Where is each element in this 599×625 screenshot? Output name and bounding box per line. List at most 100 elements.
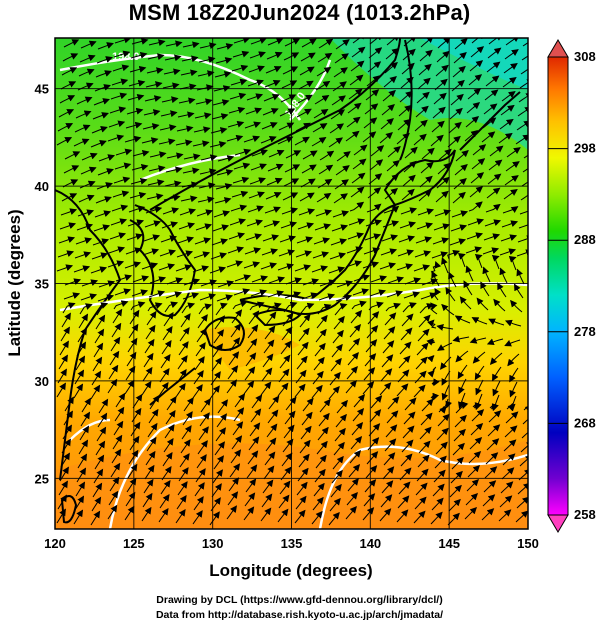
streamline [351, 172, 366, 184]
streamline [141, 137, 159, 144]
streamline [413, 133, 427, 146]
streamline [243, 135, 261, 143]
colorbar-max-arrow [547, 39, 569, 58]
streamline [484, 466, 498, 479]
streamline [108, 246, 126, 254]
streamline [158, 507, 169, 523]
streamline [56, 137, 73, 146]
streamline [195, 223, 213, 231]
streamline [129, 191, 147, 199]
streamline [127, 337, 138, 353]
streamline [147, 53, 165, 61]
streamline [367, 437, 380, 451]
streamline [63, 39, 80, 48]
streamline [447, 249, 461, 260]
streamline [214, 197, 232, 204]
streamline [160, 353, 171, 369]
streamline [398, 104, 412, 117]
credit-line-2: Data from http://database.rish.kyoto-u.a… [155, 609, 444, 621]
streamline [62, 424, 72, 440]
streamline [176, 250, 194, 258]
streamline [228, 351, 240, 366]
streamline [398, 355, 411, 369]
streamline [488, 410, 502, 423]
streamline [454, 38, 468, 50]
streamline [109, 232, 127, 240]
streamline [95, 314, 106, 330]
streamline [281, 80, 298, 89]
streamline [454, 163, 468, 176]
streamline [352, 158, 367, 170]
streamline [367, 311, 380, 325]
streamline [400, 453, 413, 467]
streamline [251, 149, 268, 157]
streamline [64, 278, 82, 286]
streamline [95, 196, 112, 204]
streamline [416, 222, 434, 230]
streamline [179, 208, 197, 216]
streamline [386, 290, 404, 298]
colorbar-tick-label: 258 [574, 507, 596, 522]
streamline [277, 136, 294, 145]
streamline [417, 328, 430, 342]
streamline [466, 478, 480, 492]
streamline [516, 268, 525, 285]
streamline [73, 509, 84, 525]
streamline [449, 484, 462, 498]
streamline [474, 254, 483, 269]
streamline [232, 176, 250, 184]
streamline [435, 441, 448, 455]
streamline [465, 265, 474, 282]
streamline [504, 425, 518, 438]
streamline [115, 392, 126, 408]
streamline [62, 302, 76, 314]
streamline [217, 280, 235, 288]
streamline [368, 47, 383, 59]
streamline [313, 108, 329, 119]
streamline [314, 342, 326, 357]
y-tick-label: 45 [35, 82, 49, 97]
streamline [427, 366, 437, 378]
streamline [301, 292, 319, 300]
streamline [489, 352, 503, 365]
streamline [145, 324, 156, 340]
streamline [435, 190, 449, 203]
streamline [94, 328, 105, 344]
streamline [180, 439, 191, 454]
streamline [251, 275, 269, 283]
streamline [110, 462, 121, 478]
streamline [142, 123, 160, 130]
streamline [348, 218, 366, 226]
streamline [504, 49, 519, 60]
streamline [282, 192, 299, 201]
streamline [110, 336, 121, 352]
streamline [396, 509, 409, 523]
streamline [364, 233, 382, 241]
streamline [108, 364, 119, 380]
streamline [161, 96, 179, 104]
streamline [91, 125, 108, 134]
streamline [262, 234, 280, 242]
streamline [336, 399, 348, 414]
streamline [492, 380, 501, 397]
streamline [146, 436, 157, 452]
streamline [522, 168, 528, 173]
streamline [143, 234, 161, 242]
streamline [311, 510, 323, 525]
streamline [499, 267, 508, 284]
streamline [296, 481, 308, 496]
streamline [129, 309, 140, 325]
streamline [403, 291, 421, 299]
streamline [441, 257, 449, 274]
streamline [350, 436, 363, 450]
streamline [318, 412, 330, 427]
streamline [226, 260, 244, 268]
streamline [449, 238, 467, 246]
streamline [61, 193, 78, 202]
streamline [434, 209, 452, 217]
colorbar-tick-label: 278 [574, 324, 596, 339]
streamline [334, 303, 348, 316]
streamline [362, 507, 375, 521]
streamline [451, 210, 469, 218]
streamline [179, 327, 190, 342]
